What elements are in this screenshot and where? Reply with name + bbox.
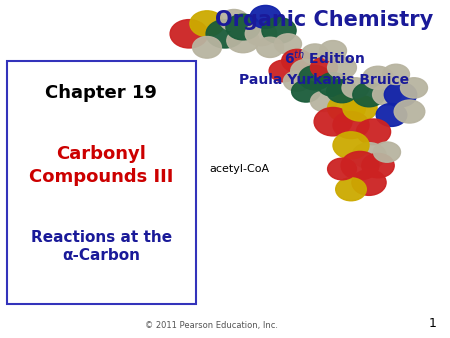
FancyBboxPatch shape	[7, 61, 196, 304]
Circle shape	[299, 66, 331, 90]
Circle shape	[317, 73, 349, 96]
Text: 6$^{th}$ Edition: 6$^{th}$ Edition	[284, 49, 364, 67]
Text: Organic Chemistry: Organic Chemistry	[215, 10, 433, 30]
Circle shape	[333, 132, 369, 159]
Circle shape	[373, 84, 401, 105]
Circle shape	[328, 57, 356, 78]
Circle shape	[292, 80, 320, 102]
Circle shape	[274, 34, 302, 54]
Circle shape	[352, 170, 386, 195]
Circle shape	[356, 119, 391, 145]
Circle shape	[343, 95, 377, 121]
Circle shape	[394, 100, 425, 123]
Circle shape	[226, 14, 260, 40]
Circle shape	[190, 11, 224, 37]
Circle shape	[363, 66, 393, 89]
Circle shape	[245, 22, 277, 46]
Circle shape	[400, 78, 428, 98]
Text: Reactions at the
α-Carbon: Reactions at the α-Carbon	[31, 230, 172, 263]
Circle shape	[362, 153, 394, 178]
Circle shape	[256, 37, 284, 57]
Circle shape	[382, 64, 410, 84]
Circle shape	[193, 37, 221, 58]
Text: Carbonyl
Compounds III: Carbonyl Compounds III	[29, 145, 173, 186]
Circle shape	[333, 112, 369, 139]
Circle shape	[282, 49, 312, 72]
Text: Paula Yurkanis Bruice: Paula Yurkanis Bruice	[239, 73, 409, 87]
Circle shape	[262, 18, 296, 43]
Circle shape	[291, 59, 321, 82]
Circle shape	[327, 80, 357, 103]
Circle shape	[352, 143, 386, 168]
Text: Chapter 19: Chapter 19	[45, 84, 157, 102]
Circle shape	[320, 41, 346, 61]
Circle shape	[328, 94, 365, 122]
Circle shape	[250, 5, 281, 28]
Circle shape	[206, 20, 244, 48]
Text: 1: 1	[428, 317, 436, 330]
Circle shape	[374, 142, 400, 162]
Circle shape	[314, 107, 352, 136]
Circle shape	[376, 103, 407, 126]
Text: © 2011 Pearson Education, Inc.: © 2011 Pearson Education, Inc.	[145, 320, 278, 330]
Circle shape	[384, 82, 417, 107]
Circle shape	[284, 71, 310, 91]
Circle shape	[310, 91, 338, 112]
Circle shape	[227, 28, 259, 53]
Circle shape	[328, 158, 356, 180]
Circle shape	[336, 178, 366, 201]
Circle shape	[342, 78, 369, 98]
Circle shape	[310, 57, 338, 78]
Circle shape	[302, 44, 328, 64]
Circle shape	[269, 60, 298, 82]
Text: acetyl-CoA: acetyl-CoA	[209, 164, 270, 174]
Circle shape	[220, 9, 248, 31]
Circle shape	[353, 82, 385, 107]
Circle shape	[170, 20, 208, 48]
Circle shape	[341, 151, 379, 180]
